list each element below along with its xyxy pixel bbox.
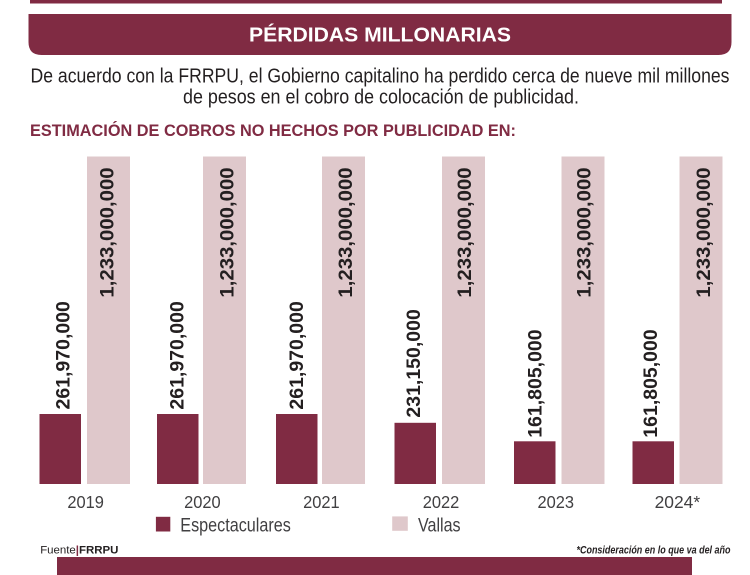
svg-text:de pesos en el cobro de coloca: de pesos en el cobro de colocación de pu…	[183, 87, 579, 109]
svg-text:1,233,000,000: 1,233,000,000	[216, 167, 238, 297]
svg-text:De acuerdo con la FRRPU, el Go: De acuerdo con la FRRPU, el Gobierno cap…	[31, 65, 730, 87]
svg-text:2023: 2023	[538, 492, 575, 512]
svg-text:231,150,000: 231,150,000	[403, 309, 425, 418]
svg-text:ESTIMACIÓN DE COBROS NO HECHOS: ESTIMACIÓN DE COBROS NO HECHOS POR PUBLI…	[30, 121, 516, 140]
svg-text:261,970,000: 261,970,000	[286, 301, 308, 410]
svg-text:*Consideración en lo que va de: *Consideración en lo que va del año	[577, 545, 731, 557]
svg-text:2019: 2019	[67, 492, 104, 512]
svg-text:261,970,000: 261,970,000	[52, 301, 74, 410]
svg-text:1,233,000,000: 1,233,000,000	[97, 167, 119, 297]
svg-text:261,970,000: 261,970,000	[166, 301, 188, 410]
svg-text:1,233,000,000: 1,233,000,000	[335, 167, 357, 297]
svg-text:2021: 2021	[303, 492, 340, 512]
svg-text:161,805,000: 161,805,000	[525, 329, 547, 438]
svg-text:2024*: 2024*	[655, 492, 701, 512]
svg-text:1,233,000,000: 1,233,000,000	[573, 167, 595, 297]
svg-text:Espectaculares: Espectaculares	[180, 514, 291, 536]
svg-text:PÉRDIDAS MILLONARIAS: PÉRDIDAS MILLONARIAS	[249, 23, 511, 46]
svg-text:161,805,000: 161,805,000	[640, 329, 662, 438]
svg-text:Vallas: Vallas	[418, 514, 461, 536]
svg-text:2022: 2022	[423, 492, 460, 512]
svg-text:2020: 2020	[184, 492, 221, 512]
svg-text:1,233,000,000: 1,233,000,000	[693, 167, 715, 297]
svg-text:Fuente|FRRPU: Fuente|FRRPU	[40, 545, 118, 557]
svg-text:1,233,000,000: 1,233,000,000	[454, 167, 476, 297]
